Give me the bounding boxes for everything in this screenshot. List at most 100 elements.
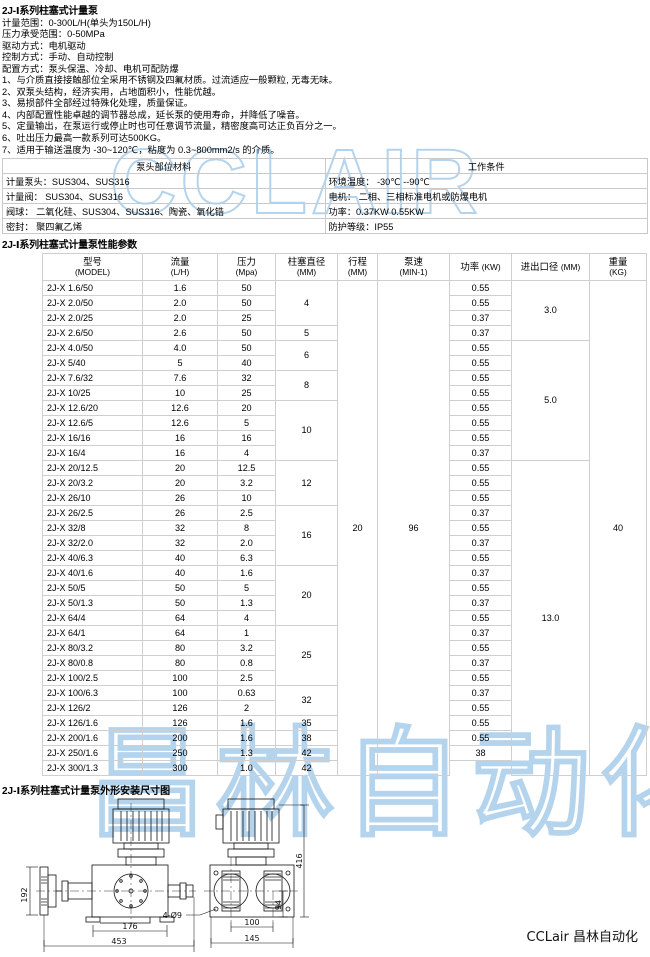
cell-model: 2J-X 300/1.3	[42, 760, 143, 777]
table-row: 阀球： 二氧化硅、SUS304、SUS316、陶瓷、氧化锆 功率：0.37KW …	[2, 203, 648, 220]
cell-flow: 100	[142, 670, 218, 687]
cell-model: 2J-X 7.6/32	[42, 370, 143, 387]
cell-pressure: 4	[217, 610, 276, 627]
col-header-port-diameter: 进出口径 (MM)	[511, 253, 590, 282]
cell-flow: 80	[142, 640, 218, 657]
cell-model: 2J-X 40/6.3	[42, 550, 143, 567]
product-intro-section: 2J-Ⅰ系列柱塞式计量泵 计量范围：0-300L/H(单头为150L/H) 压力…	[0, 2, 650, 156]
performance-parameters-table: 型号 (MODEL) 流量 (L/H) 压力 (Mpa) 柱塞直径 (MM)	[42, 253, 647, 777]
cell-model: 2J-X 80/0.8	[42, 655, 143, 672]
cell-power: 0.55	[449, 400, 512, 417]
dim-front-base: 176	[122, 922, 137, 931]
cell-power: 0.55	[449, 295, 512, 312]
cell-model: 2J-X 100/2.5	[42, 670, 143, 687]
table-row: 2J-X 250/1.6 250 1.3 42 38	[42, 745, 647, 762]
cell-power: 0.55	[449, 700, 512, 717]
spec-list: 计量范围：0-300L/H(单头为150L/H) 压力承受范围：0-50MPa …	[0, 18, 650, 75]
table-row: 2J-X 16/4 16 4 0.37	[42, 445, 647, 462]
cell-power: 0.55	[449, 730, 512, 747]
table-row: 泵头部位材料 工作条件	[2, 158, 648, 175]
page-title: 2J-Ⅰ系列柱塞式计量泵	[2, 6, 98, 17]
cell-power: 0.55	[449, 355, 512, 372]
feature-item: 1、与介质直接接触部位全采用不锈钢及四氟材质。过流适应一般颗粒, 无毒无味。	[2, 75, 338, 86]
cell-power: 0.55	[449, 370, 512, 387]
cell-flow: 50	[142, 595, 218, 612]
cell-power: 0.37	[449, 445, 512, 462]
conditions-header: 工作条件	[324, 158, 648, 175]
cell-flow: 4.0	[142, 340, 218, 357]
feature-item: 7、适用于输送温度为 -30~120℃，粘度为 0.3~800mm2/s 的介质…	[2, 144, 280, 155]
table-row: 2J-X 100/2.5 100 2.5 0.55	[42, 670, 647, 687]
conditions-cell: 功率：0.37KW 0.55KW	[324, 203, 648, 220]
material-conditions-table: 泵头部位材料 工作条件 计量泵头：SUS304、SUS316 环境温度： -30…	[2, 158, 648, 235]
col-header-flow: 流量 (L/H)	[142, 253, 218, 282]
conditions-cell: 防护等级：IP55	[324, 218, 648, 235]
col-header-speed: 泵速 (MIN-1)	[377, 253, 450, 282]
cell-model: 2J-X 80/3.2	[42, 640, 143, 657]
cell-pressure: 5	[217, 580, 276, 597]
cell-flow: 300	[142, 760, 218, 777]
cell-pressure: 2.0	[217, 535, 276, 552]
cell-pressure: 25	[217, 385, 276, 402]
material-cell: 计量泵头：SUS304、SUS316	[2, 173, 326, 190]
feature-item: 5、定量输出，在泵运行或停止时也可任意调节流量，精密度高可达正负百分之一。	[2, 121, 342, 132]
cell-model: 2J-X 16/16	[42, 430, 143, 447]
cell-port-diameter: 5.0	[511, 340, 590, 462]
cell-flow: 10	[142, 385, 218, 402]
cell-flow: 64	[142, 610, 218, 627]
table-row: 2J-X 20/12.5 20 12.5 12 0.55 13.0	[42, 460, 647, 777]
table-header-row: 型号 (MODEL) 流量 (L/H) 压力 (Mpa) 柱塞直径 (MM)	[42, 253, 647, 282]
feature-item: 6、吐出压力最高一款系列可达500KG。	[2, 133, 167, 143]
cell-model: 2J-X 50/1.3	[42, 595, 143, 612]
cell-power: 0.55	[449, 340, 512, 357]
col-header-model: 型号 (MODEL)	[42, 253, 143, 282]
table-row: 2J-X 10/25 10 25 0.55	[42, 385, 647, 402]
cell-pressure: 50	[217, 340, 276, 357]
cell-model: 2J-X 10/25	[42, 385, 143, 402]
cell-power: 0.37	[449, 505, 512, 522]
cell-pressure: 0.8	[217, 655, 276, 672]
drawing-section-title: 2J-Ⅰ系列柱塞式计量泵外形安装尺寸图	[2, 786, 171, 798]
cell-power: 0.55	[449, 715, 512, 732]
spec-item: 计量范围：0-300L/H(单头为150L/H)	[2, 18, 151, 28]
dim-front-total: 453	[111, 937, 126, 946]
col-header-power: 功率 (KW)	[449, 253, 512, 282]
cell-power: 0.55	[449, 550, 512, 567]
table-row: 2J-X 300/1.3 300 1.0 42	[42, 760, 647, 777]
table-row: 2J-X 64/1 64 1 25 0.37	[42, 625, 647, 687]
col-header-plunger-diameter: 柱塞直径 (MM)	[275, 253, 338, 282]
cell-flow: 16	[142, 430, 218, 447]
cell-flow: 26	[142, 490, 218, 507]
cell-flow: 7.6	[142, 370, 218, 387]
cell-power: 0.55	[449, 415, 512, 432]
cell-model: 2J-X 32/2.0	[42, 535, 143, 552]
cell-model: 2J-X 100/6.3	[42, 685, 143, 702]
cell-pressure: 1.6	[217, 565, 276, 582]
cell-model: 2J-X 126/1.6	[42, 715, 143, 732]
cell-flow: 80	[142, 655, 218, 672]
cell-model: 2J-X 2.6/50	[42, 325, 143, 342]
cell-flow: 40	[142, 550, 218, 567]
cell-plunger-diameter: 32	[275, 685, 338, 717]
cell-pressure: 20	[217, 400, 276, 417]
cell-flow: 20	[142, 475, 218, 492]
col-header-stroke: 行程 (MM)	[337, 253, 378, 282]
cell-port-diameter: 13.0	[511, 460, 590, 777]
cell-pressure: 50	[217, 295, 276, 312]
perf-section-title: 2J-Ⅰ系列柱塞式计量泵性能参数	[2, 240, 137, 252]
dim-front-height: 192	[20, 888, 29, 903]
cell-flow: 40	[142, 565, 218, 582]
cell-pressure: 1.6	[217, 715, 276, 732]
cell-pressure: 3.2	[217, 475, 276, 492]
cell-flow: 32	[142, 535, 218, 552]
cell-flow: 2.0	[142, 295, 218, 312]
cell-model: 2J-X 12.6/20	[42, 400, 143, 417]
conditions-cell: 电机： 二相、三相标准电机或防爆电机	[324, 188, 648, 205]
cell-pressure: 1.3	[217, 745, 276, 762]
table-row: 2J-X 50/1.3 50 1.3 0.37	[42, 595, 647, 612]
cell-pressure: 25	[217, 310, 276, 327]
cell-model: 2J-X 2.0/50	[42, 295, 143, 312]
cell-model: 2J-X 32/8	[42, 520, 143, 537]
cell-model: 2J-X 12.6/5	[42, 415, 143, 432]
cell-pressure: 16	[217, 430, 276, 447]
